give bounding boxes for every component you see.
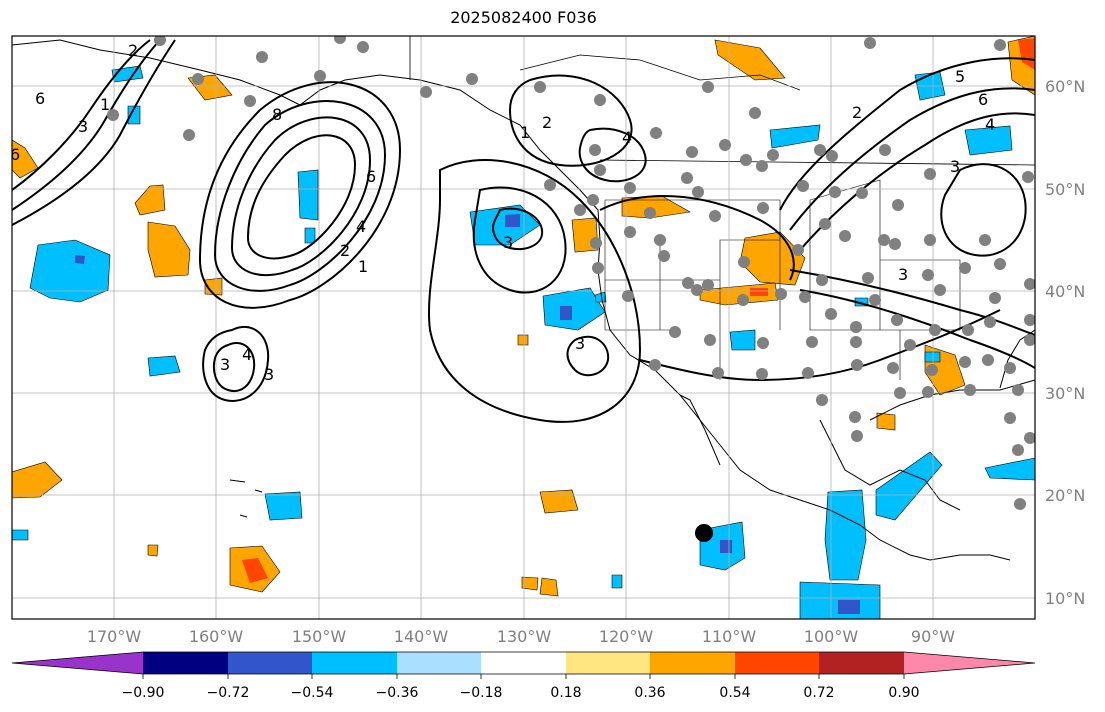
svg-text:1: 1 (358, 257, 368, 276)
svg-text:2: 2 (542, 113, 552, 132)
svg-text:4: 4 (985, 115, 995, 134)
colorbar-segment (12, 652, 143, 674)
colorbar-segment (397, 652, 481, 674)
colorbar-tick-label: 0.54 (719, 685, 750, 701)
colorbar-segment (312, 652, 397, 674)
lat-label: 60°N (1045, 77, 1085, 96)
lon-label: 90°W (911, 627, 955, 646)
map-frame (11, 35, 1036, 620)
svg-text:1: 1 (100, 95, 110, 114)
colorbar-tick-label: −0.18 (460, 685, 503, 701)
lat-label: 40°N (1045, 282, 1085, 301)
svg-text:4: 4 (242, 345, 252, 364)
lon-label: 140°W (394, 627, 449, 646)
anomaly-shading (12, 36, 1035, 619)
svg-text:6: 6 (978, 90, 988, 109)
colorbar-segment (819, 652, 904, 674)
colorbar-tick-label: −0.54 (291, 685, 334, 701)
colorbar-tick-label: 0.18 (550, 685, 581, 701)
svg-text:8: 8 (272, 105, 282, 124)
colorbar-segment (904, 652, 1035, 674)
svg-text:1: 1 (520, 123, 530, 142)
lat-label: 10°N (1045, 589, 1085, 608)
lat-label: 20°N (1045, 486, 1085, 505)
svg-text:3: 3 (950, 157, 960, 176)
colorbar-segment (143, 652, 228, 674)
lon-label: 130°W (497, 627, 552, 646)
svg-text:3: 3 (220, 355, 230, 374)
contour-lines (12, 39, 1035, 423)
svg-text:5: 5 (955, 67, 965, 86)
latitude-labels: 60°N 50°N 40°N 30°N 20°N 10°N (1045, 77, 1085, 608)
svg-text:3: 3 (264, 365, 274, 384)
colorbar: −0.90 −0.72 −0.54 −0.36 −0.18 0.18 0.36 … (11, 651, 1036, 701)
longitude-labels: 170°W 160°W 150°W 140°W 130°W 120°W 110°… (87, 627, 955, 646)
svg-text:3: 3 (575, 334, 585, 353)
colorbar-tick-label: 0.36 (634, 685, 665, 701)
colorbar-segment (650, 652, 735, 674)
map-title: 2025082400 F036 (450, 8, 597, 27)
colorbar-tick-label: −0.90 (122, 685, 165, 701)
svg-text:4: 4 (622, 128, 632, 147)
colorbar-segment (735, 652, 819, 674)
colorbar-tick-label: 0.72 (803, 685, 834, 701)
colorbar-tick-label: −0.36 (376, 685, 419, 701)
svg-text:4: 4 (356, 217, 366, 236)
colorbar-segment (481, 652, 566, 674)
colorbar-segment (566, 652, 650, 674)
svg-text:2: 2 (852, 103, 862, 122)
svg-text:6: 6 (10, 145, 20, 164)
storm-center-marker (695, 524, 713, 542)
svg-text:6: 6 (366, 167, 376, 186)
contour-labels: 6 3 1 2 8 6 4 2 1 3 4 3 3 1 2 4 6 5 6 4 … (10, 41, 995, 384)
svg-text:3: 3 (503, 233, 513, 252)
colorbar-tick-label: 0.90 (888, 685, 919, 701)
lon-label: 170°W (87, 627, 142, 646)
colorbar-tick-label: −0.72 (207, 685, 250, 701)
svg-text:2: 2 (128, 41, 138, 60)
svg-text:3: 3 (898, 265, 908, 284)
station-dots (107, 36, 1035, 510)
lat-label: 30°N (1045, 384, 1085, 403)
lon-label: 150°W (292, 627, 347, 646)
lon-label: 110°W (702, 627, 757, 646)
colorbar-segment (228, 652, 312, 674)
lon-label: 100°W (804, 627, 859, 646)
svg-text:6: 6 (35, 89, 45, 108)
svg-text:2: 2 (340, 241, 350, 260)
lat-label: 50°N (1045, 180, 1085, 199)
coastlines (12, 36, 1035, 561)
lon-label: 160°W (189, 627, 244, 646)
svg-text:3: 3 (78, 117, 88, 136)
lon-label: 120°W (599, 627, 654, 646)
